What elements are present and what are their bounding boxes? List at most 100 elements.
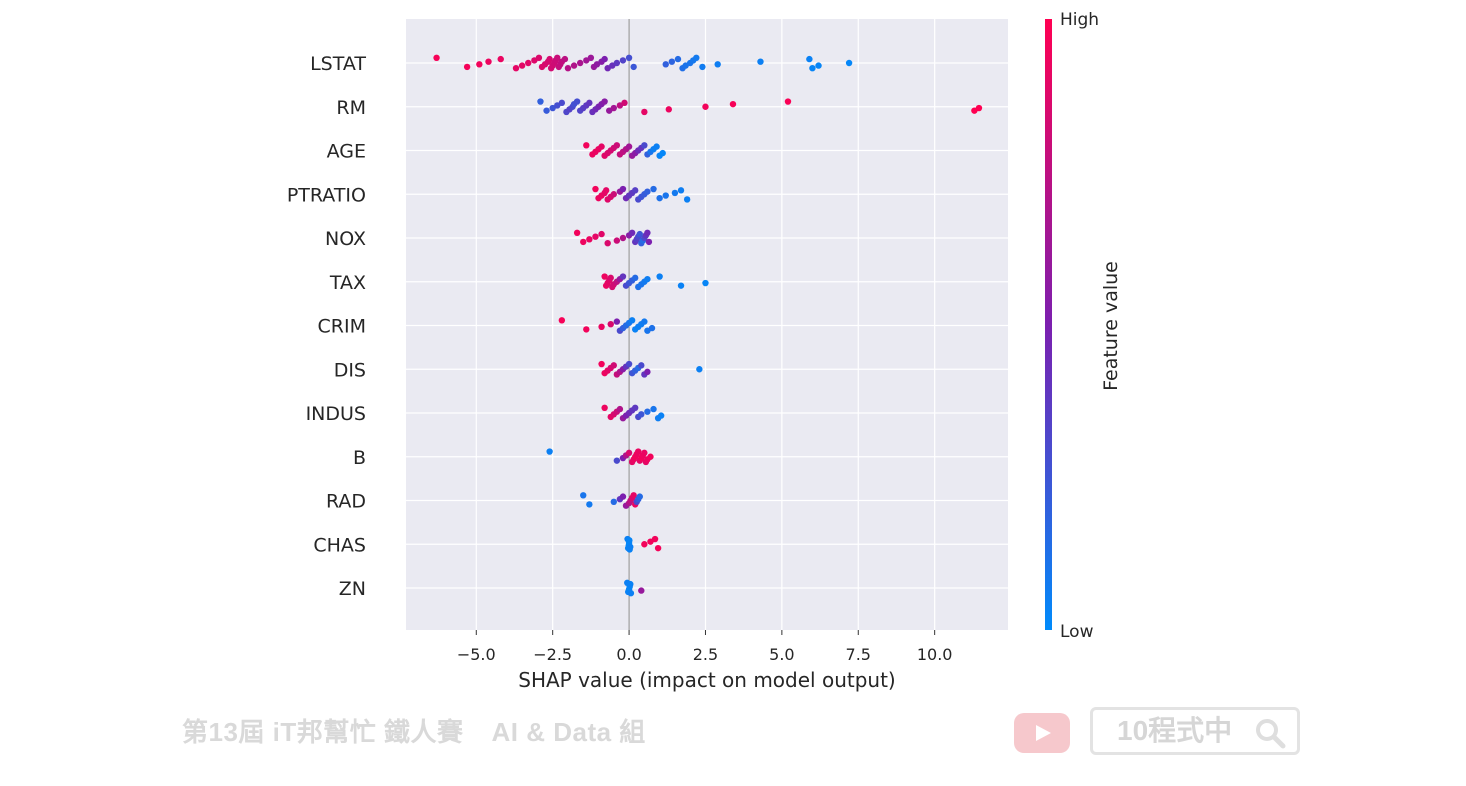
data-point	[677, 282, 685, 289]
data-point	[674, 55, 682, 63]
data-point	[583, 142, 590, 149]
data-point	[631, 187, 639, 194]
data-point	[576, 59, 584, 67]
data-point	[662, 192, 669, 199]
data-point	[668, 58, 676, 65]
data-point	[587, 54, 595, 61]
data-point	[696, 366, 703, 373]
search-box[interactable]: 10程式中	[1090, 707, 1300, 755]
data-point	[662, 61, 669, 68]
colorbar	[1045, 19, 1052, 630]
data-point	[644, 408, 651, 415]
data-point	[586, 501, 593, 508]
data-point	[604, 240, 611, 247]
colorbar-low-label: Low	[1060, 622, 1094, 642]
data-point	[714, 61, 721, 68]
colorbar-title: Feature value	[1100, 261, 1122, 391]
data-point	[628, 229, 636, 236]
data-point	[638, 411, 645, 418]
data-point	[592, 233, 599, 240]
feature-row-age	[583, 142, 666, 159]
data-point	[657, 412, 665, 419]
data-point	[644, 368, 651, 376]
data-point	[598, 230, 605, 238]
data-point	[702, 103, 709, 110]
plot-area	[406, 19, 1008, 630]
data-point	[601, 55, 608, 63]
search-icon	[1256, 719, 1286, 749]
data-point	[518, 62, 526, 69]
data-point	[598, 323, 605, 330]
data-point	[512, 65, 520, 72]
data-point	[693, 54, 700, 61]
data-point	[558, 99, 566, 107]
x-tick-label: 0.0	[616, 645, 641, 664]
data-point	[602, 187, 610, 194]
data-point	[677, 187, 685, 194]
data-point	[616, 405, 624, 413]
data-point	[543, 107, 550, 114]
feature-label: AGE	[327, 141, 366, 163]
data-point	[659, 149, 666, 157]
data-point	[613, 142, 621, 149]
x-tick-label: 10.0	[917, 645, 953, 664]
data-point	[729, 100, 737, 108]
data-point	[463, 63, 471, 71]
data-point	[619, 493, 627, 500]
feature-row-lstat	[433, 54, 853, 72]
youtube-play-icon[interactable]	[1014, 713, 1070, 753]
feature-label: INDUS	[306, 403, 366, 425]
data-point	[601, 98, 608, 105]
data-point	[537, 98, 544, 105]
data-point	[631, 404, 639, 411]
data-point	[619, 185, 627, 193]
feature-row-rm	[537, 98, 983, 116]
data-point	[598, 143, 605, 150]
data-point	[809, 65, 816, 72]
watermark-event-name: 第13屆 iT邦幫忙 鐵人賽	[182, 717, 464, 747]
data-point	[610, 104, 617, 112]
shap-summary-chart: LSTAT RM AGE PTRATIO NOX TAX CRIM DIS INDUS B RAD C…	[287, 10, 1122, 692]
data-point	[625, 54, 633, 61]
x-tick-label: 7.5	[846, 645, 871, 664]
data-point	[815, 62, 822, 69]
data-point	[598, 360, 605, 368]
x-tick-label: 5.0	[769, 645, 794, 664]
feature-label: NOX	[325, 228, 366, 250]
data-point	[641, 108, 648, 116]
data-point	[650, 405, 657, 413]
feature-label: CRIM	[318, 316, 366, 338]
data-point	[625, 449, 633, 457]
data-point	[525, 59, 532, 67]
data-point	[806, 55, 813, 63]
data-point	[630, 492, 637, 499]
data-point	[702, 279, 709, 287]
data-point	[621, 99, 628, 107]
data-point	[638, 587, 645, 594]
feature-row-crim	[558, 317, 656, 334]
data-point	[601, 404, 608, 411]
data-point	[644, 188, 651, 195]
data-point	[535, 54, 543, 61]
data-point	[625, 360, 633, 368]
data-point	[641, 318, 648, 325]
watermark-event-text: 第13屆 iT邦幫忙 鐵人賽 AI & Data 組	[182, 712, 674, 752]
data-point	[641, 541, 648, 548]
data-point	[558, 317, 566, 324]
data-point	[644, 275, 651, 283]
data-point	[631, 274, 639, 282]
feature-row-zn	[624, 579, 645, 597]
x-axis-label: SHAP value (impact on model output)	[518, 668, 895, 692]
data-point	[619, 57, 627, 64]
data-point	[638, 362, 645, 369]
data-point	[607, 274, 614, 282]
feature-row-indus	[601, 404, 665, 422]
data-point	[630, 63, 637, 71]
feature-row-chas	[624, 535, 662, 553]
x-tick-label: 2.5	[693, 645, 718, 664]
data-point	[613, 457, 621, 464]
data-point	[607, 321, 614, 328]
data-point	[619, 234, 627, 242]
feature-row-nox	[573, 229, 653, 247]
data-point	[610, 498, 617, 505]
